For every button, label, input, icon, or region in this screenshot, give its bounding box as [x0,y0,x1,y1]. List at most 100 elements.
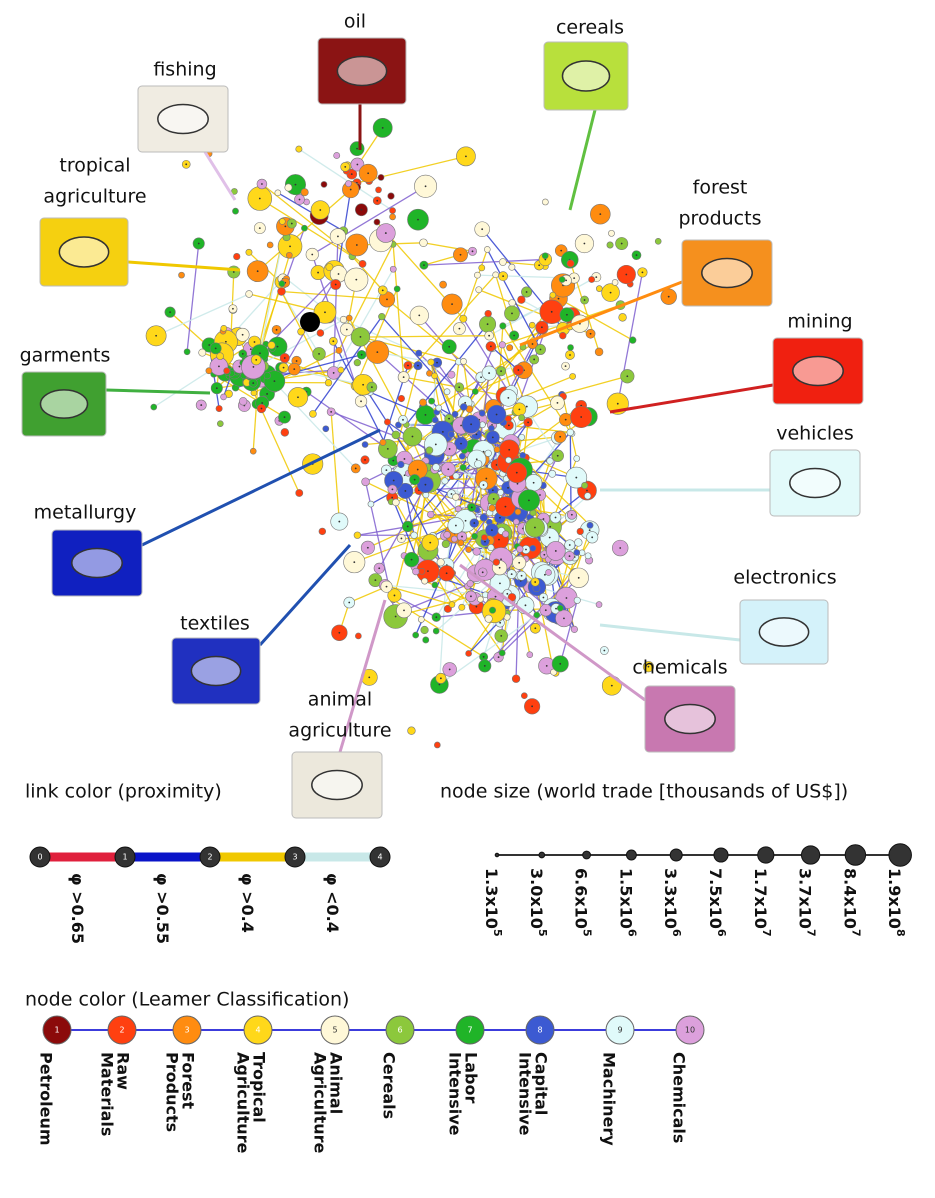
node [397,394,405,403]
node-center [557,297,560,300]
node [217,420,224,427]
node-center [555,607,557,610]
node-center [276,345,279,348]
icon-glyph [758,617,810,647]
node [280,428,290,437]
node-center [413,478,416,481]
node [606,241,614,249]
node-center [492,498,495,500]
link-label: φ >0.4 [238,873,257,933]
callout-line [568,109,597,211]
node-center [350,173,353,175]
link [305,391,389,450]
node-center [448,417,450,420]
link [348,586,387,604]
node-center [497,656,500,659]
node [439,280,447,289]
sector-label: metallurgy [34,502,137,524]
node-center [381,289,384,292]
node-center [484,540,486,543]
node [584,552,592,560]
link [155,293,250,337]
node [216,352,224,360]
class-number: 10 [685,1026,695,1035]
node [498,649,506,657]
node [595,285,603,292]
node-center [445,572,448,575]
node-center [434,443,437,446]
node [611,279,619,286]
node [412,567,420,576]
size-label: 6.6x105 [572,868,594,937]
node-center [290,222,293,225]
node-center [481,228,484,231]
node [629,336,637,344]
node [504,415,512,423]
node [320,181,328,188]
class-number: 8 [537,1026,542,1035]
node [434,741,441,749]
node [518,433,526,441]
link [468,546,492,551]
node [367,500,375,508]
size-label: 3.3x106 [662,868,684,937]
class-number: 4 [255,1026,260,1035]
node-center [647,665,650,668]
size-label: 3.7x107 [796,868,818,937]
node [559,332,567,340]
node-center [406,525,409,528]
sector-label: textiles [180,613,250,635]
node-center [261,402,264,404]
sector-label: tropical [59,155,130,177]
node-center [359,335,362,338]
node-center [441,430,444,433]
node [417,616,425,623]
node-center [451,303,453,306]
node [245,290,253,298]
node-center [155,334,158,337]
class-label: Tropical [250,1052,269,1123]
node [427,510,435,519]
node-center [349,188,352,191]
node-center [580,416,583,418]
node [528,321,536,329]
node-center [520,574,523,577]
node-center [319,209,322,211]
node [465,650,472,657]
node [492,558,500,566]
node [427,358,435,366]
node-center [525,291,528,293]
node [548,469,557,478]
sector-label: oil [344,11,366,33]
size-label: 7.5x106 [707,868,729,937]
node-center [448,448,451,450]
node [419,398,427,407]
node-center [491,436,494,439]
node-center [215,387,218,390]
node [353,531,362,539]
class-label: Machinery [600,1052,619,1146]
node-center [403,458,406,460]
class-label: Labor [462,1052,481,1103]
node [389,213,396,221]
node [325,263,334,272]
node-center [385,585,388,588]
callout-line [105,388,211,395]
node-center [524,604,527,607]
link [381,316,436,377]
node [484,614,493,623]
node-center [400,537,403,540]
node-center [376,351,379,353]
class-label: Intensive [516,1052,535,1136]
size-node [582,850,591,860]
node-center [504,505,507,508]
node [432,627,440,635]
class-node [455,1015,485,1045]
node [393,285,401,293]
node-center [345,328,348,331]
node [586,521,594,529]
node-center [470,423,473,426]
node-center [436,361,438,364]
node-center [626,375,629,378]
legend-node [369,846,391,868]
